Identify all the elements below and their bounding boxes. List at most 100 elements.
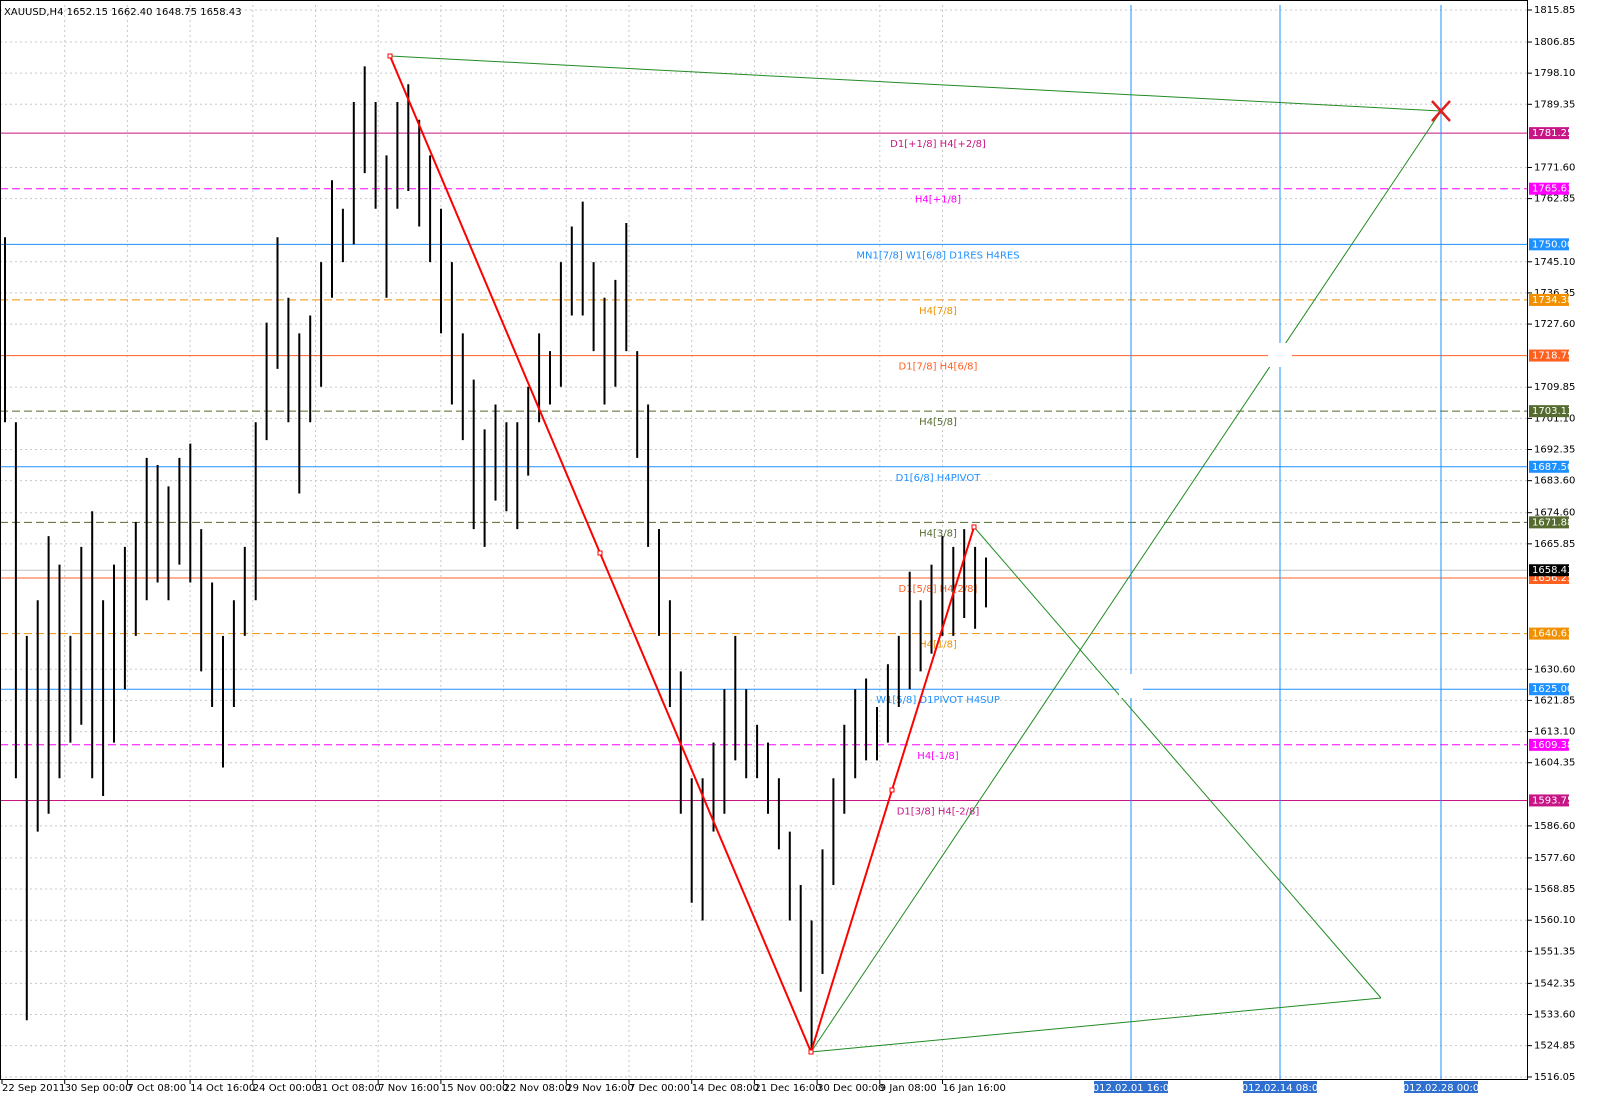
level-price-label: 1625.00: [1532, 684, 1573, 695]
drawings: [387, 5, 1451, 1080]
level-price-box: [1529, 405, 1569, 418]
anchor: [597, 550, 603, 556]
y-tick-label: 1604.35: [1534, 758, 1575, 769]
pitchfork-line: [973, 526, 1382, 999]
level-price-label: 1640.63: [1532, 629, 1573, 640]
level-price-label: 1671.88: [1532, 517, 1573, 528]
level-price-box: [1529, 182, 1569, 195]
y-tick-label: 1798.10: [1534, 68, 1575, 79]
level-price-box: [1529, 627, 1569, 640]
level-price-box: [1529, 238, 1569, 251]
future-label: 2012.02.01 16:00: [1086, 1083, 1175, 1094]
y-tick-label: 1577.60: [1534, 853, 1575, 864]
y-tick-label: 1613.10: [1534, 727, 1575, 738]
y-tick-label: 1736.35: [1534, 288, 1575, 299]
level-price-box: [1529, 293, 1569, 306]
plot-border: [0, 0, 1528, 1080]
future-label-bg: [1404, 1081, 1478, 1093]
level-text: D1[3/8] H4[-2/8]: [897, 806, 980, 817]
x-tick-label: 7 Oct 08:00: [127, 1083, 186, 1094]
future-label: 2012.02.28 00:00: [1396, 1083, 1485, 1094]
current-price-box: [1529, 564, 1569, 577]
level-price-box: [1529, 516, 1569, 529]
y-tick-label: 1683.60: [1534, 476, 1575, 487]
y-tick-label: 1789.35: [1534, 99, 1575, 110]
x-tick-label: 22 Sep 2011: [2, 1083, 65, 1094]
y-tick-label: 1533.60: [1534, 1010, 1575, 1021]
x-tick-label: 9 Jan 08:00: [880, 1083, 937, 1094]
level-price-label: 1593.75: [1532, 795, 1573, 806]
anchor: [889, 787, 895, 793]
y-tick-label: 1745.10: [1534, 257, 1575, 268]
x-tick-label: 21 Dec 16:00: [754, 1083, 821, 1094]
y-tick-label: 1524.85: [1534, 1041, 1575, 1052]
y-tick-label: 1771.60: [1534, 162, 1575, 173]
level-price-box: [1529, 738, 1569, 751]
y-tick-label: 1701.10: [1534, 413, 1575, 424]
x-tick-label: 7 Dec 00:00: [629, 1083, 690, 1094]
x-tick-label: 24 Oct 00:00: [253, 1083, 318, 1094]
level-text: H4[7/8]: [919, 306, 957, 317]
y-tick-label: 1665.85: [1534, 539, 1575, 550]
level-text: H4[5/8]: [919, 417, 957, 428]
anchor: [971, 524, 977, 530]
levels: D1[+1/8] H4[+2/8] H4[+1/8] MN1[7/8] W1[6/8…: [0, 132, 1528, 817]
level-text: D1[6/8] H4PIVOT: [896, 473, 982, 484]
current-price-label: 1658.43: [1532, 565, 1573, 576]
level-price-label: 1750.00: [1532, 239, 1573, 250]
level-text: H4[3/8]: [919, 528, 957, 539]
y-tick-label: 1709.85: [1534, 382, 1575, 393]
level-price-label: 1781.25: [1532, 128, 1573, 139]
level-text: W1[5/8] D1PIVOT H4SUP: [876, 695, 1000, 706]
future-label-bg: [1094, 1081, 1168, 1093]
x-tick-label: 30 Dec 00:00: [817, 1083, 884, 1094]
level-price-label: 1734.38: [1532, 295, 1573, 306]
y-tick-label: 1806.85: [1534, 37, 1575, 48]
level-price-label: 1718.75: [1532, 351, 1573, 362]
level-text: D1[5/8] H4[2/8]: [899, 584, 978, 595]
y-tick-label: 1586.60: [1534, 821, 1575, 832]
y-tick-label: 1516.05: [1534, 1072, 1575, 1083]
x-tick-label: 15 Nov 00:00: [441, 1083, 508, 1094]
level-price-box: [1529, 349, 1569, 362]
y-tick-label: 1560.10: [1534, 915, 1575, 926]
axes: 1815.85 1806.85 1798.10 1789.35 1771.60 1762.…: [1, 5, 1575, 1094]
level-price-box: [1529, 127, 1569, 140]
x-tick-label: 31 Oct 08:00: [316, 1083, 381, 1094]
price-bars: [4, 66, 987, 1053]
chart-title: XAUUSD,H4 1652.15 1662.40 1648.75 1658.4…: [4, 7, 242, 18]
level-text: D1[7/8] H4[6/8]: [899, 362, 978, 373]
y-tick-label: 1762.85: [1534, 194, 1575, 205]
level-price-label: 1765.63: [1532, 184, 1573, 195]
x-tick-label: 29 Nov 16:00: [566, 1083, 633, 1094]
x-tick-label: 22 Nov 08:00: [504, 1083, 571, 1094]
future-label: 2012.02.14 08:00: [1235, 1083, 1324, 1094]
pitchfork-median: [810, 110, 1442, 1053]
marker: [1268, 343, 1292, 367]
y-tick-label: 1551.35: [1534, 946, 1575, 957]
y-tick-label: 1727.60: [1534, 319, 1575, 330]
level-price-label: 1656.25: [1532, 573, 1573, 584]
level-price-label: 1687.50: [1532, 462, 1573, 473]
y-tick-label: 1815.85: [1534, 5, 1575, 16]
trend-line: [389, 55, 1442, 112]
level-price-label: 1609.38: [1532, 740, 1573, 751]
x-tick-label: 14 Dec 08:00: [692, 1083, 759, 1094]
x-tick-label: 7 Nov 16:00: [378, 1083, 439, 1094]
level-text: H4[-1/8]: [917, 751, 958, 762]
future-label-bg: [1243, 1081, 1317, 1093]
level-text: MN1[7/8] W1[6/8] D1RES H4RES: [856, 250, 1019, 261]
level-price-label: 1703.13: [1532, 406, 1573, 417]
marker: [1119, 674, 1143, 698]
cursor-cross: [1431, 100, 1451, 122]
y-tick-label: 1542.35: [1534, 978, 1575, 989]
y-tick-label: 1674.60: [1534, 508, 1575, 519]
x-tick-label: 16 Jan 16:00: [943, 1083, 1006, 1094]
level-text: H4[+1/8]: [915, 195, 961, 206]
anchor: [808, 1049, 814, 1055]
y-tick-label: 1630.60: [1534, 664, 1575, 675]
y-tick-label: 1621.85: [1534, 695, 1575, 706]
pitchfork-line: [810, 997, 1382, 1053]
